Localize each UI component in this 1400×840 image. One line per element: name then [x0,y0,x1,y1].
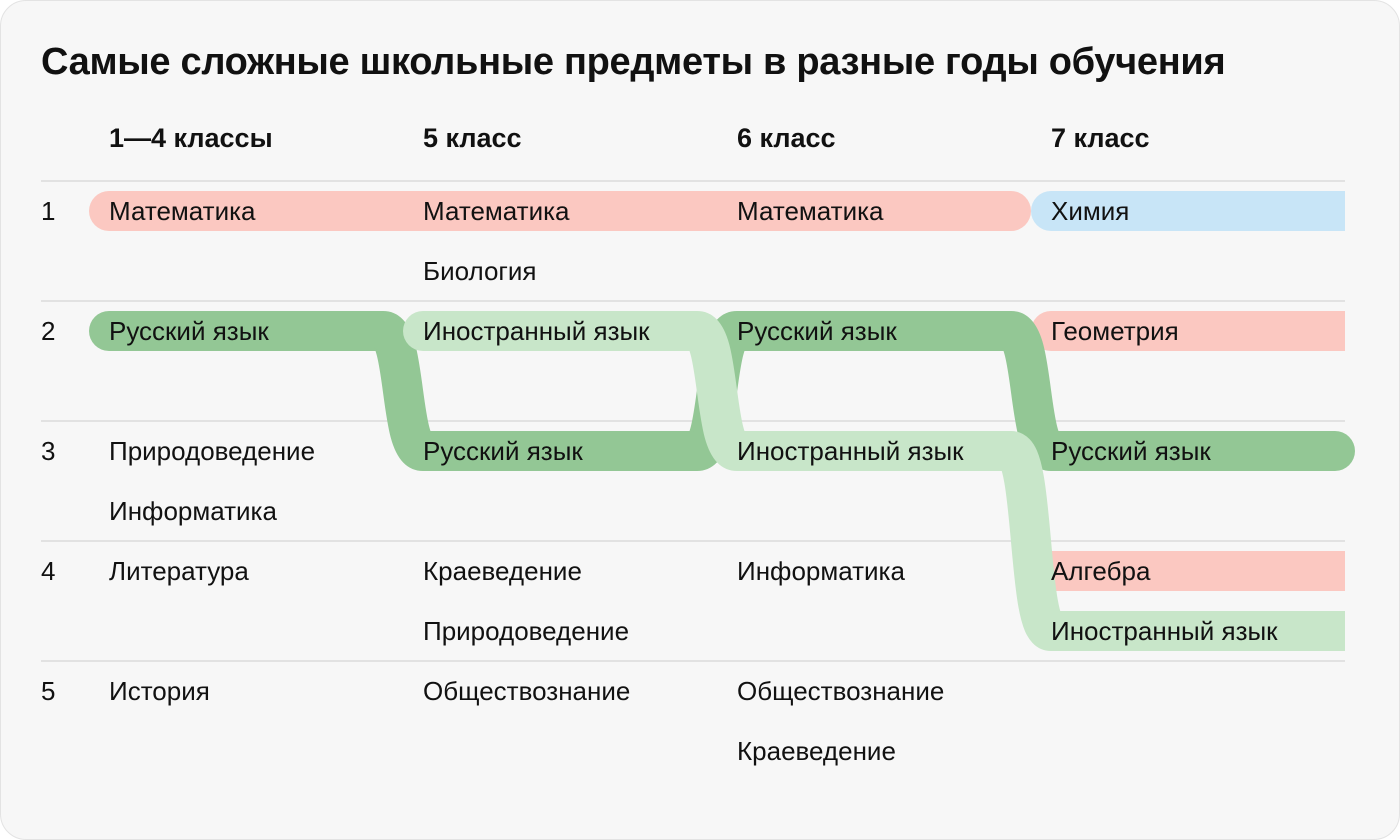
row-separator [41,540,1345,542]
subject-cell: Информатика [109,496,277,526]
subject-cell: Алгебра [1051,556,1151,586]
subject-cell: Математика [737,196,884,226]
rank-label-5: 5 [41,676,56,706]
subject-cell: История [109,676,210,706]
rank-label-4: 4 [41,556,56,586]
column-header-grades-1-4: 1—4 классы [109,123,273,153]
column-header-grade-6: 6 класс [737,123,836,153]
column-header-grade-5: 5 класс [423,123,522,153]
subject-cell: Обществознание [423,676,631,706]
subject-cell: Математика [423,196,570,226]
band-математика [717,191,1031,231]
band-математика [403,191,717,231]
single-highlight-band [1031,551,1345,591]
band-иностранный-язык [1051,611,1345,651]
subject-cell: Обществознание [737,676,945,706]
band-русский-язык [1051,431,1355,471]
band-русский-язык [737,311,1011,351]
connector-русский-язык [999,311,1063,471]
rank-label-1: 1 [41,196,56,226]
rank-label-3: 3 [41,436,56,466]
subject-cell: Русский язык [737,316,897,346]
subject-cell: Иностранный язык [737,436,964,466]
subject-cell: Краеведение [423,556,582,586]
single-highlight-band [1031,311,1345,351]
band-иностранный-язык [403,311,697,351]
chart-title: Самые сложные школьные предметы в разные… [41,41,1226,83]
subject-cell: Биология [423,256,537,286]
column-header-grade-7: 7 класс [1051,123,1150,153]
subject-cell: Иностранный язык [423,316,650,346]
row-separator [41,180,1345,182]
subject-cell: Русский язык [109,316,269,346]
subject-cell: Краеведение [737,736,896,766]
subject-cell: Математика [109,196,256,226]
band-русский-язык [423,431,697,471]
band-русский-язык [89,311,383,351]
single-highlight-band [1031,191,1345,231]
band-иностранный-язык [737,431,1011,471]
subject-cell: Природоведение [423,616,630,646]
subject-cell: Химия [1051,196,1130,226]
subject-cell: Русский язык [1051,436,1211,466]
row-separator [41,300,1345,302]
subject-cell: Русский язык [423,436,583,466]
connector-русский-язык [371,311,435,471]
band-математика [89,191,403,231]
connector-иностранный-язык [998,431,1064,651]
row-separator [41,660,1345,662]
rank-label-2: 2 [41,316,56,346]
connector-иностранный-язык [685,311,749,471]
subject-cell: Иностранный язык [1051,616,1278,646]
subject-cell: Литература [109,556,249,586]
subject-cell: Информатика [737,556,905,586]
subject-cell: Геометрия [1051,316,1179,346]
subject-cell: Природоведение [109,436,316,466]
